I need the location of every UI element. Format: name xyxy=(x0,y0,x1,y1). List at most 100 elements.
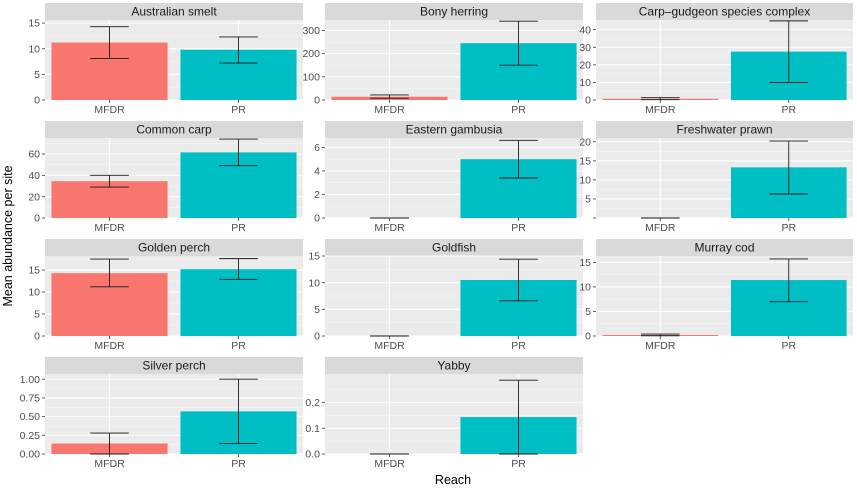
x-tick-label: PR xyxy=(781,340,796,352)
y-tick-label: 300 xyxy=(302,25,320,37)
strip-yabby xyxy=(325,357,583,374)
y-tick-label: 0.0 xyxy=(305,449,320,461)
x-tick-label: MFDR xyxy=(374,104,405,116)
y-tick-label: 10 xyxy=(28,43,40,55)
y-tick-label: 6 xyxy=(314,142,320,154)
x-tick-label: MFDR xyxy=(374,340,405,352)
y-tick-label: 10 xyxy=(579,77,591,89)
panel-title: Silver perch xyxy=(142,359,205,373)
y-tick-label: 0.25 xyxy=(20,430,41,442)
error-bar-mfdr xyxy=(90,174,129,188)
error-bar-pr xyxy=(219,138,258,167)
y-tick-label: 10 xyxy=(579,175,591,187)
y-axis-title: Mean abundance per site xyxy=(1,165,15,306)
strip-australian-smelt xyxy=(45,3,303,20)
y-tick-label: 40 xyxy=(579,24,591,36)
x-tick-label: PR xyxy=(781,104,796,116)
panel-yabby: Yabby 0.0 0.1 0.2 MFDR PR xyxy=(305,357,583,470)
x-tick-label: PR xyxy=(511,222,526,234)
error-bar-pr xyxy=(499,258,538,302)
y-tick-label: 30 xyxy=(579,42,591,54)
x-tick-label: PR xyxy=(231,458,246,470)
y-tick-label: 0 xyxy=(314,331,320,343)
y-tick-label: 5 xyxy=(585,194,591,206)
panel-title: Carp–gudgeon species complex xyxy=(639,5,810,19)
y-tick-label: 1.00 xyxy=(20,374,41,386)
panel-title: Murray cod xyxy=(694,241,754,255)
error-bar-pr xyxy=(219,36,258,64)
panel-carp-gudgeon-species-complex: Carp–gudgeon species complex 0 10 20 30 40 MFD… xyxy=(579,3,853,116)
x-tick-label: MFDR xyxy=(94,340,125,352)
y-tick-label: 0 xyxy=(34,331,40,343)
error-bar-pr xyxy=(219,378,258,444)
panel-title: Golden perch xyxy=(138,241,210,255)
y-tick-label: 200 xyxy=(302,48,320,60)
y-tick-label: 40 xyxy=(28,170,40,182)
y-tick-label: 15 xyxy=(28,265,40,277)
error-bar-pr xyxy=(219,258,258,280)
error-bar-pr xyxy=(499,139,538,179)
y-tick-label: 60 xyxy=(28,149,40,161)
y-tick-label: 0.1 xyxy=(305,423,320,435)
error-bar-mfdr xyxy=(640,333,680,337)
x-tick-label: PR xyxy=(781,222,796,234)
y-tick-label: 5 xyxy=(34,69,40,81)
panel-golden-perch: Golden perch 0 5 10 15 MFDR PR xyxy=(28,239,303,352)
panel-title: Australian smelt xyxy=(131,5,217,19)
facet-panels: Australian smelt 0 5 10 15 MFDR PR Bony herring… xyxy=(20,3,853,470)
panel-silver-perch: Silver perch 0.00 0.25 0.50 0.75 1.00 MFDR PR xyxy=(20,357,303,470)
strip-golden-perch xyxy=(45,239,303,256)
y-tick-label: 15 xyxy=(308,251,320,263)
panel-title: Yabby xyxy=(437,359,470,373)
x-tick-label: PR xyxy=(231,222,246,234)
y-tick-label: 0 xyxy=(314,95,320,107)
x-tick-label: PR xyxy=(231,340,246,352)
y-tick-label: 20 xyxy=(579,59,591,71)
x-tick-label: PR xyxy=(511,104,526,116)
panel-eastern-gambusia: Eastern gambusia 0 2 4 6 MFDR PR xyxy=(314,121,583,234)
panel-goldfish: Goldfish 0 5 10 15 MFDR PR xyxy=(308,239,583,352)
y-tick-label: 0 xyxy=(585,95,591,107)
x-tick-label: MFDR xyxy=(94,104,125,116)
y-tick-label: 15 xyxy=(579,257,591,269)
x-tick-label: MFDR xyxy=(94,458,125,470)
error-bar-mfdr xyxy=(640,97,680,101)
y-tick-label: 15 xyxy=(28,18,40,30)
y-tick-label: 5 xyxy=(314,304,320,316)
panel-title: Freshwater prawn xyxy=(676,123,772,137)
y-tick-label: 0 xyxy=(34,213,40,225)
x-tick-label: PR xyxy=(511,458,526,470)
x-tick-label: MFDR xyxy=(374,458,405,470)
strip-carp-gudgeon-species-complex xyxy=(596,3,853,20)
x-tick-label: MFDR xyxy=(645,222,676,234)
panel-title: Goldfish xyxy=(432,241,476,255)
x-tick-label: PR xyxy=(231,104,246,116)
x-tick-label: MFDR xyxy=(374,222,405,234)
strip-eastern-gambusia xyxy=(325,121,583,138)
y-tick-label: 15 xyxy=(579,155,591,167)
y-tick-label: 5 xyxy=(34,309,40,321)
x-tick-label: MFDR xyxy=(94,222,125,234)
error-bar-mfdr xyxy=(90,26,129,59)
panel-title: Bony herring xyxy=(420,5,488,19)
x-tick-label: MFDR xyxy=(645,104,676,116)
strip-common-carp xyxy=(45,121,303,138)
y-tick-label: 0 xyxy=(34,95,40,107)
error-bar-mfdr xyxy=(370,94,409,99)
y-tick-label: 10 xyxy=(308,277,320,289)
y-tick-label: 4 xyxy=(314,166,320,178)
y-tick-label: 2 xyxy=(314,189,320,201)
error-bar-pr xyxy=(769,258,809,303)
panel-freshwater-prawn: Freshwater prawn 5 10 15 20 MFDR PR xyxy=(579,121,853,234)
y-tick-label: 10 xyxy=(28,287,40,299)
strip-bony-herring xyxy=(325,3,583,20)
x-tick-label: MFDR xyxy=(645,340,676,352)
y-tick-label: 0 xyxy=(585,331,591,343)
y-tick-label: 20 xyxy=(28,191,40,203)
panel-title: Common carp xyxy=(136,123,212,137)
y-tick-label: 20 xyxy=(579,136,591,148)
y-tick-label: 100 xyxy=(302,71,320,83)
y-tick-label: 0.75 xyxy=(20,393,41,405)
x-axis-title: Reach xyxy=(435,473,471,487)
